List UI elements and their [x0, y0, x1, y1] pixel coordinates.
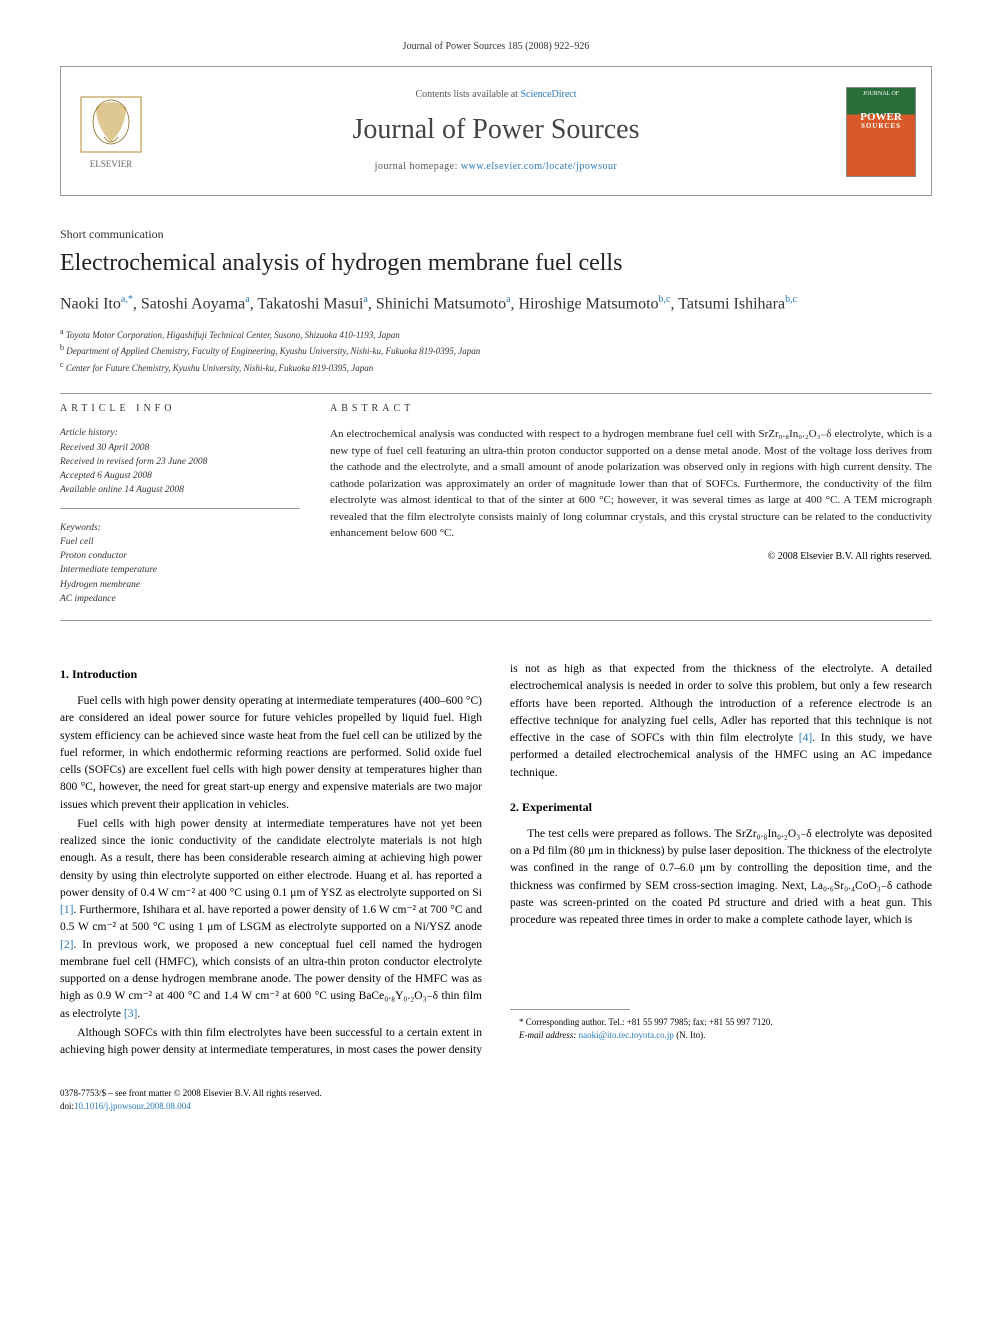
article-info-column: article info Article history: Received 3… [60, 402, 300, 606]
ref-link-3[interactable]: [3] [124, 1008, 137, 1020]
keyword-3: Hydrogen membrane [60, 578, 300, 592]
section-1-heading: 1. Introduction [60, 665, 482, 683]
history-online: Available online 14 August 2008 [60, 483, 300, 497]
sciencedirect-link[interactable]: ScienceDirect [520, 89, 576, 100]
article-type: Short communication [60, 226, 932, 243]
abstract-text: An electrochemical analysis was conducte… [330, 426, 932, 542]
elsevier-logo: ELSEVIER [76, 92, 146, 172]
footnote-email-label: E-mail address: [519, 1030, 579, 1040]
author-6: , Tatsumi Ishihara [671, 295, 786, 312]
history-revised: Received in revised form 23 June 2008 [60, 455, 300, 469]
section-2-heading: 2. Experimental [510, 798, 932, 816]
keyword-2: Intermediate temperature [60, 563, 300, 577]
header-citation: Journal of Power Sources 185 (2008) 922–… [60, 40, 932, 54]
journal-homepage-line: journal homepage: www.elsevier.com/locat… [181, 160, 811, 174]
cover-sources: SOURCES [847, 123, 915, 130]
article-info-label: article info [60, 402, 300, 416]
homepage-prefix: journal homepage: [375, 161, 461, 172]
email-footnote: E-mail address: naoki@ito.tec.toyota.co.… [510, 1029, 932, 1042]
author-2: , Satoshi Aoyama [133, 295, 245, 312]
history-label: Article history: [60, 426, 300, 440]
keyword-0: Fuel cell [60, 535, 300, 549]
author-1-aff: a, [121, 294, 128, 305]
article-title: Electrochemical analysis of hydrogen mem… [60, 249, 932, 278]
intro-p2b: . Furthermore, Ishihara et al. have repo… [60, 904, 482, 933]
body-text: 1. Introduction Fuel cells with high pow… [60, 661, 932, 1059]
footer-doi-prefix: doi: [60, 1101, 74, 1111]
footer-left: 0378-7753/$ – see front matter © 2008 El… [60, 1087, 322, 1112]
author-1: Naoki Ito [60, 295, 121, 312]
contents-line: Contents lists available at ScienceDirec… [181, 88, 811, 102]
footnote-corr-text: Corresponding author. Tel.: +81 55 997 7… [524, 1017, 773, 1027]
cover-power-text: POWER SOURCES [847, 112, 915, 130]
keywords-block: Keywords: Fuel cell Proton conductor Int… [60, 521, 300, 607]
author-5-aff: b,c [659, 294, 671, 305]
ref-link-4[interactable]: [4] [799, 732, 812, 744]
doi-link[interactable]: 10.1016/j.jpowsour.2008.08.004 [74, 1101, 191, 1111]
abstract-label: abstract [330, 402, 932, 416]
affiliation-a: Toyota Motor Corporation, Higashifuji Te… [66, 330, 400, 340]
keywords-label: Keywords: [60, 521, 300, 535]
abstract-column: abstract An electrochemical analysis was… [330, 402, 932, 606]
history-received: Received 30 April 2008 [60, 441, 300, 455]
keyword-4: AC impedance [60, 592, 300, 606]
affiliation-b: Department of Applied Chemistry, Faculty… [66, 346, 480, 356]
article-history: Article history: Received 30 April 2008 … [60, 426, 300, 508]
page-footer: 0378-7753/$ – see front matter © 2008 El… [60, 1079, 932, 1112]
history-accepted: Accepted 6 August 2008 [60, 469, 300, 483]
journal-header-box: ELSEVIER Contents lists available at Sci… [60, 66, 932, 196]
svg-text:ELSEVIER: ELSEVIER [90, 159, 133, 169]
intro-paragraph-1: Fuel cells with high power density opera… [60, 693, 482, 814]
abstract-copyright: © 2008 Elsevier B.V. All rights reserved… [330, 550, 932, 564]
ref-link-1[interactable]: [1] [60, 904, 73, 916]
affiliations: a Toyota Motor Corporation, Higashifuji … [60, 326, 932, 376]
cover-top-text: JOURNAL OF [847, 88, 915, 100]
affiliation-c: Center for Future Chemistry, Kyushu Univ… [66, 363, 373, 373]
author-6-aff: b,c [785, 294, 797, 305]
author-4: , Shinichi Matsumoto [368, 295, 506, 312]
journal-cover-thumbnail: JOURNAL OF POWER SOURCES [846, 87, 916, 177]
email-link[interactable]: naoki@ito.tec.toyota.co.jp [579, 1030, 674, 1040]
author-3: , Takatoshi Masui [250, 295, 364, 312]
intro-paragraph-2: Fuel cells with high power density at in… [60, 816, 482, 1023]
contents-prefix: Contents lists available at [415, 89, 520, 100]
footnote-email-suffix: (N. Ito). [674, 1030, 706, 1040]
experimental-paragraph-1: The test cells were prepared as follows.… [510, 826, 932, 930]
footer-copyright: 0378-7753/$ – see front matter © 2008 El… [60, 1087, 322, 1100]
journal-title: Journal of Power Sources [181, 110, 811, 149]
homepage-link[interactable]: www.elsevier.com/locate/jpowsour [461, 161, 617, 172]
keyword-1: Proton conductor [60, 549, 300, 563]
corresponding-author-footnote: * Corresponding author. Tel.: +81 55 997… [510, 1016, 932, 1029]
intro-p2a: Fuel cells with high power density at in… [60, 818, 482, 899]
ref-link-2[interactable]: [2] [60, 939, 73, 951]
intro-p2e: . [137, 1008, 140, 1020]
footnote-divider [510, 1009, 630, 1010]
author-5: , Hiroshige Matsumoto [511, 295, 659, 312]
authors-line: Naoki Itoa,*, Satoshi Aoyamaa, Takatoshi… [60, 292, 932, 316]
